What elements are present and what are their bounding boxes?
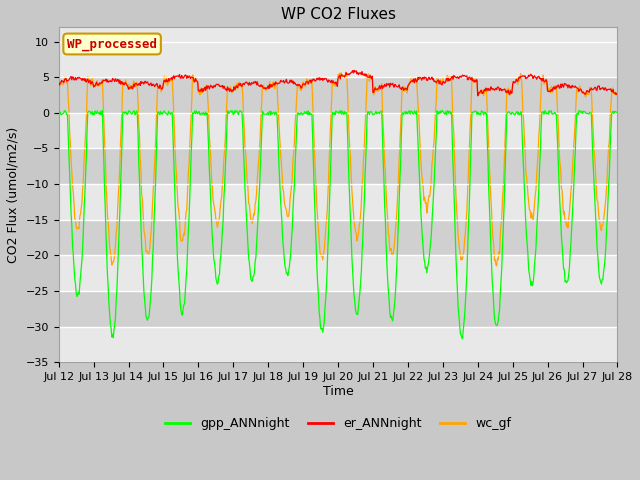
X-axis label: Time: Time bbox=[323, 384, 353, 397]
Bar bbox=[59, 148, 618, 184]
Bar bbox=[59, 184, 618, 220]
Bar bbox=[59, 255, 618, 291]
Title: WP CO2 Fluxes: WP CO2 Fluxes bbox=[280, 7, 396, 22]
Bar bbox=[59, 42, 618, 77]
Y-axis label: CO2 Flux (umol/m2/s): CO2 Flux (umol/m2/s) bbox=[7, 127, 20, 263]
Bar bbox=[59, 77, 618, 113]
Bar bbox=[59, 220, 618, 255]
Text: WP_processed: WP_processed bbox=[67, 37, 157, 50]
Bar bbox=[59, 326, 618, 362]
Bar bbox=[59, 291, 618, 326]
Bar bbox=[59, 113, 618, 148]
Legend: gpp_ANNnight, er_ANNnight, wc_gf: gpp_ANNnight, er_ANNnight, wc_gf bbox=[160, 412, 516, 435]
